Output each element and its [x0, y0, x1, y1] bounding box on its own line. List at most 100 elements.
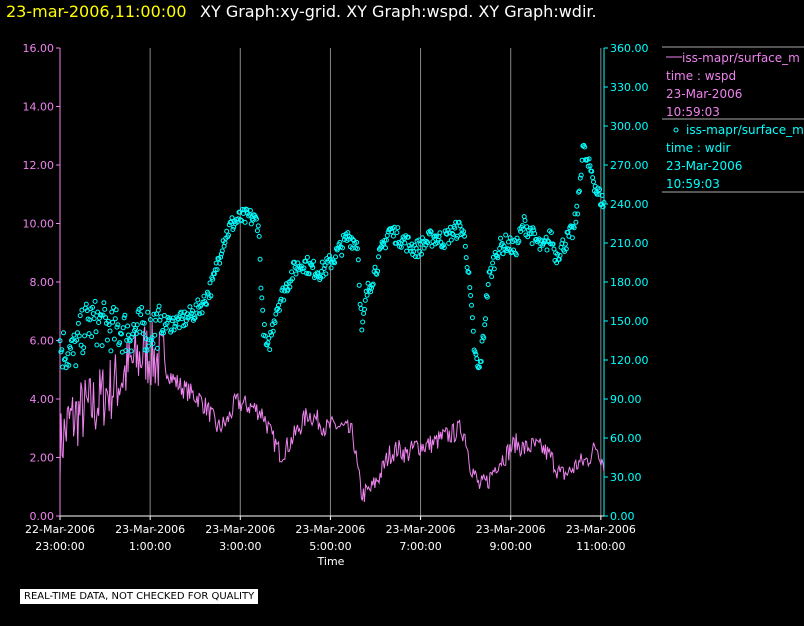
wdir-legend-text: 10:59:03 — [666, 177, 720, 191]
wdir-point — [405, 234, 411, 240]
wdir-point — [192, 315, 198, 321]
wdir-point — [151, 311, 157, 317]
wdir-point — [354, 246, 360, 252]
wdir-point — [500, 251, 506, 257]
wdir-point — [59, 347, 65, 353]
graph-titles: XY Graph:xy-grid. XY Graph:wspd. XY Grap… — [200, 2, 597, 21]
wdir-point — [466, 270, 472, 275]
wdir-point — [548, 230, 554, 235]
wdir-point — [108, 348, 114, 354]
wdir-point — [179, 316, 185, 322]
wdir-point — [303, 258, 309, 264]
wdir-point — [268, 329, 274, 335]
wdir-point — [332, 260, 338, 266]
timestamp-title: 23-mar-2006,11:00:00 — [6, 2, 187, 21]
wdir-point — [520, 226, 526, 232]
wdir-point — [340, 245, 345, 251]
wdir-point — [135, 309, 141, 315]
wdir-point — [214, 267, 220, 273]
wdir-point — [577, 175, 583, 181]
x-tick-label: 23-Mar-2006 — [115, 523, 185, 536]
wdir-point — [532, 231, 538, 237]
wdir-point — [394, 230, 400, 236]
wdir-point — [94, 342, 100, 348]
wdir-point — [145, 309, 151, 315]
wdir-point — [467, 285, 473, 291]
wdir-point — [372, 264, 378, 270]
wdir-point — [104, 337, 110, 343]
wdir-point — [411, 249, 417, 254]
y-right-tick-label: 240.00 — [610, 198, 649, 211]
wdir-point — [578, 172, 584, 178]
wdir-point — [118, 331, 124, 337]
wdir-point — [76, 333, 82, 339]
wdir-point — [262, 333, 268, 339]
wdir-point — [201, 293, 207, 299]
wdir-point — [562, 241, 568, 247]
wdir-point — [501, 243, 507, 249]
wdir-point — [569, 235, 575, 241]
wdir-point — [383, 237, 389, 243]
wdir-legend-text: 23-Mar-2006 — [666, 159, 742, 173]
wdir-point — [279, 287, 285, 293]
wdir-point — [361, 311, 367, 316]
wdir-point — [168, 327, 174, 333]
wdir-point — [134, 322, 140, 328]
wdir-point — [106, 322, 112, 328]
wdir-point — [68, 345, 73, 351]
wdir-point — [128, 348, 134, 354]
wdir-point — [484, 294, 490, 300]
wdir-point — [468, 293, 474, 298]
wdir-point — [402, 240, 408, 246]
y-left-tick-label: 16.00 — [23, 42, 55, 55]
wdir-point — [339, 252, 345, 258]
wdir-point — [571, 225, 577, 231]
wdir-point — [544, 247, 550, 253]
y-right-tick-label: 0.00 — [610, 510, 635, 523]
wdir-point — [154, 345, 160, 351]
wdir-point — [197, 311, 202, 317]
wdir-point — [173, 321, 179, 327]
wdir-point — [111, 336, 117, 342]
wdir-point — [407, 245, 413, 251]
y-right-tick-label: 330.00 — [610, 81, 649, 94]
wdir-point — [503, 232, 509, 238]
wdir-point — [129, 334, 135, 340]
wdir-point — [147, 317, 153, 323]
wdir-point — [92, 298, 98, 304]
wdir-point — [281, 297, 287, 303]
y-left-tick-label: 12.00 — [23, 159, 55, 172]
y-right-tick-label: 300.00 — [610, 120, 649, 133]
wdir-point — [586, 156, 592, 162]
wdir-point — [115, 322, 121, 328]
wdir-point — [257, 256, 263, 262]
wdir-point — [315, 271, 321, 277]
wdir-point — [270, 328, 276, 334]
wdir-point — [195, 297, 201, 303]
wspd-legend-text: time : wspd — [666, 69, 736, 83]
y-right-tick-label: 120.00 — [610, 354, 649, 367]
wdir-point — [550, 241, 556, 247]
wdir-point — [82, 333, 88, 339]
y-left-tick-label: 0.00 — [30, 510, 55, 523]
wdir-point — [513, 252, 519, 258]
y-right-tick-label: 30.00 — [610, 471, 642, 484]
wdir-point — [365, 280, 371, 286]
wdir-point — [90, 304, 95, 310]
wspd-legend-text: 23-Mar-2006 — [666, 87, 742, 101]
wdir-legend-text: iss-mapr/surface_m — [686, 123, 804, 137]
wdir-point — [73, 363, 79, 369]
wdir-point — [190, 308, 195, 314]
wspd-legend-text: 10:59:03 — [666, 105, 720, 119]
wdir-point — [319, 268, 324, 274]
wdir-point — [261, 322, 267, 327]
wdir-point — [441, 245, 447, 251]
wdir-point — [505, 239, 511, 245]
wdir-point — [254, 216, 259, 222]
wdir-point — [485, 282, 491, 287]
wdir-point — [276, 302, 281, 308]
wdir-point — [160, 328, 166, 333]
wdir-point — [153, 317, 159, 323]
wdir-point — [156, 303, 162, 309]
x-tick-label: 7:00:00 — [399, 540, 441, 553]
